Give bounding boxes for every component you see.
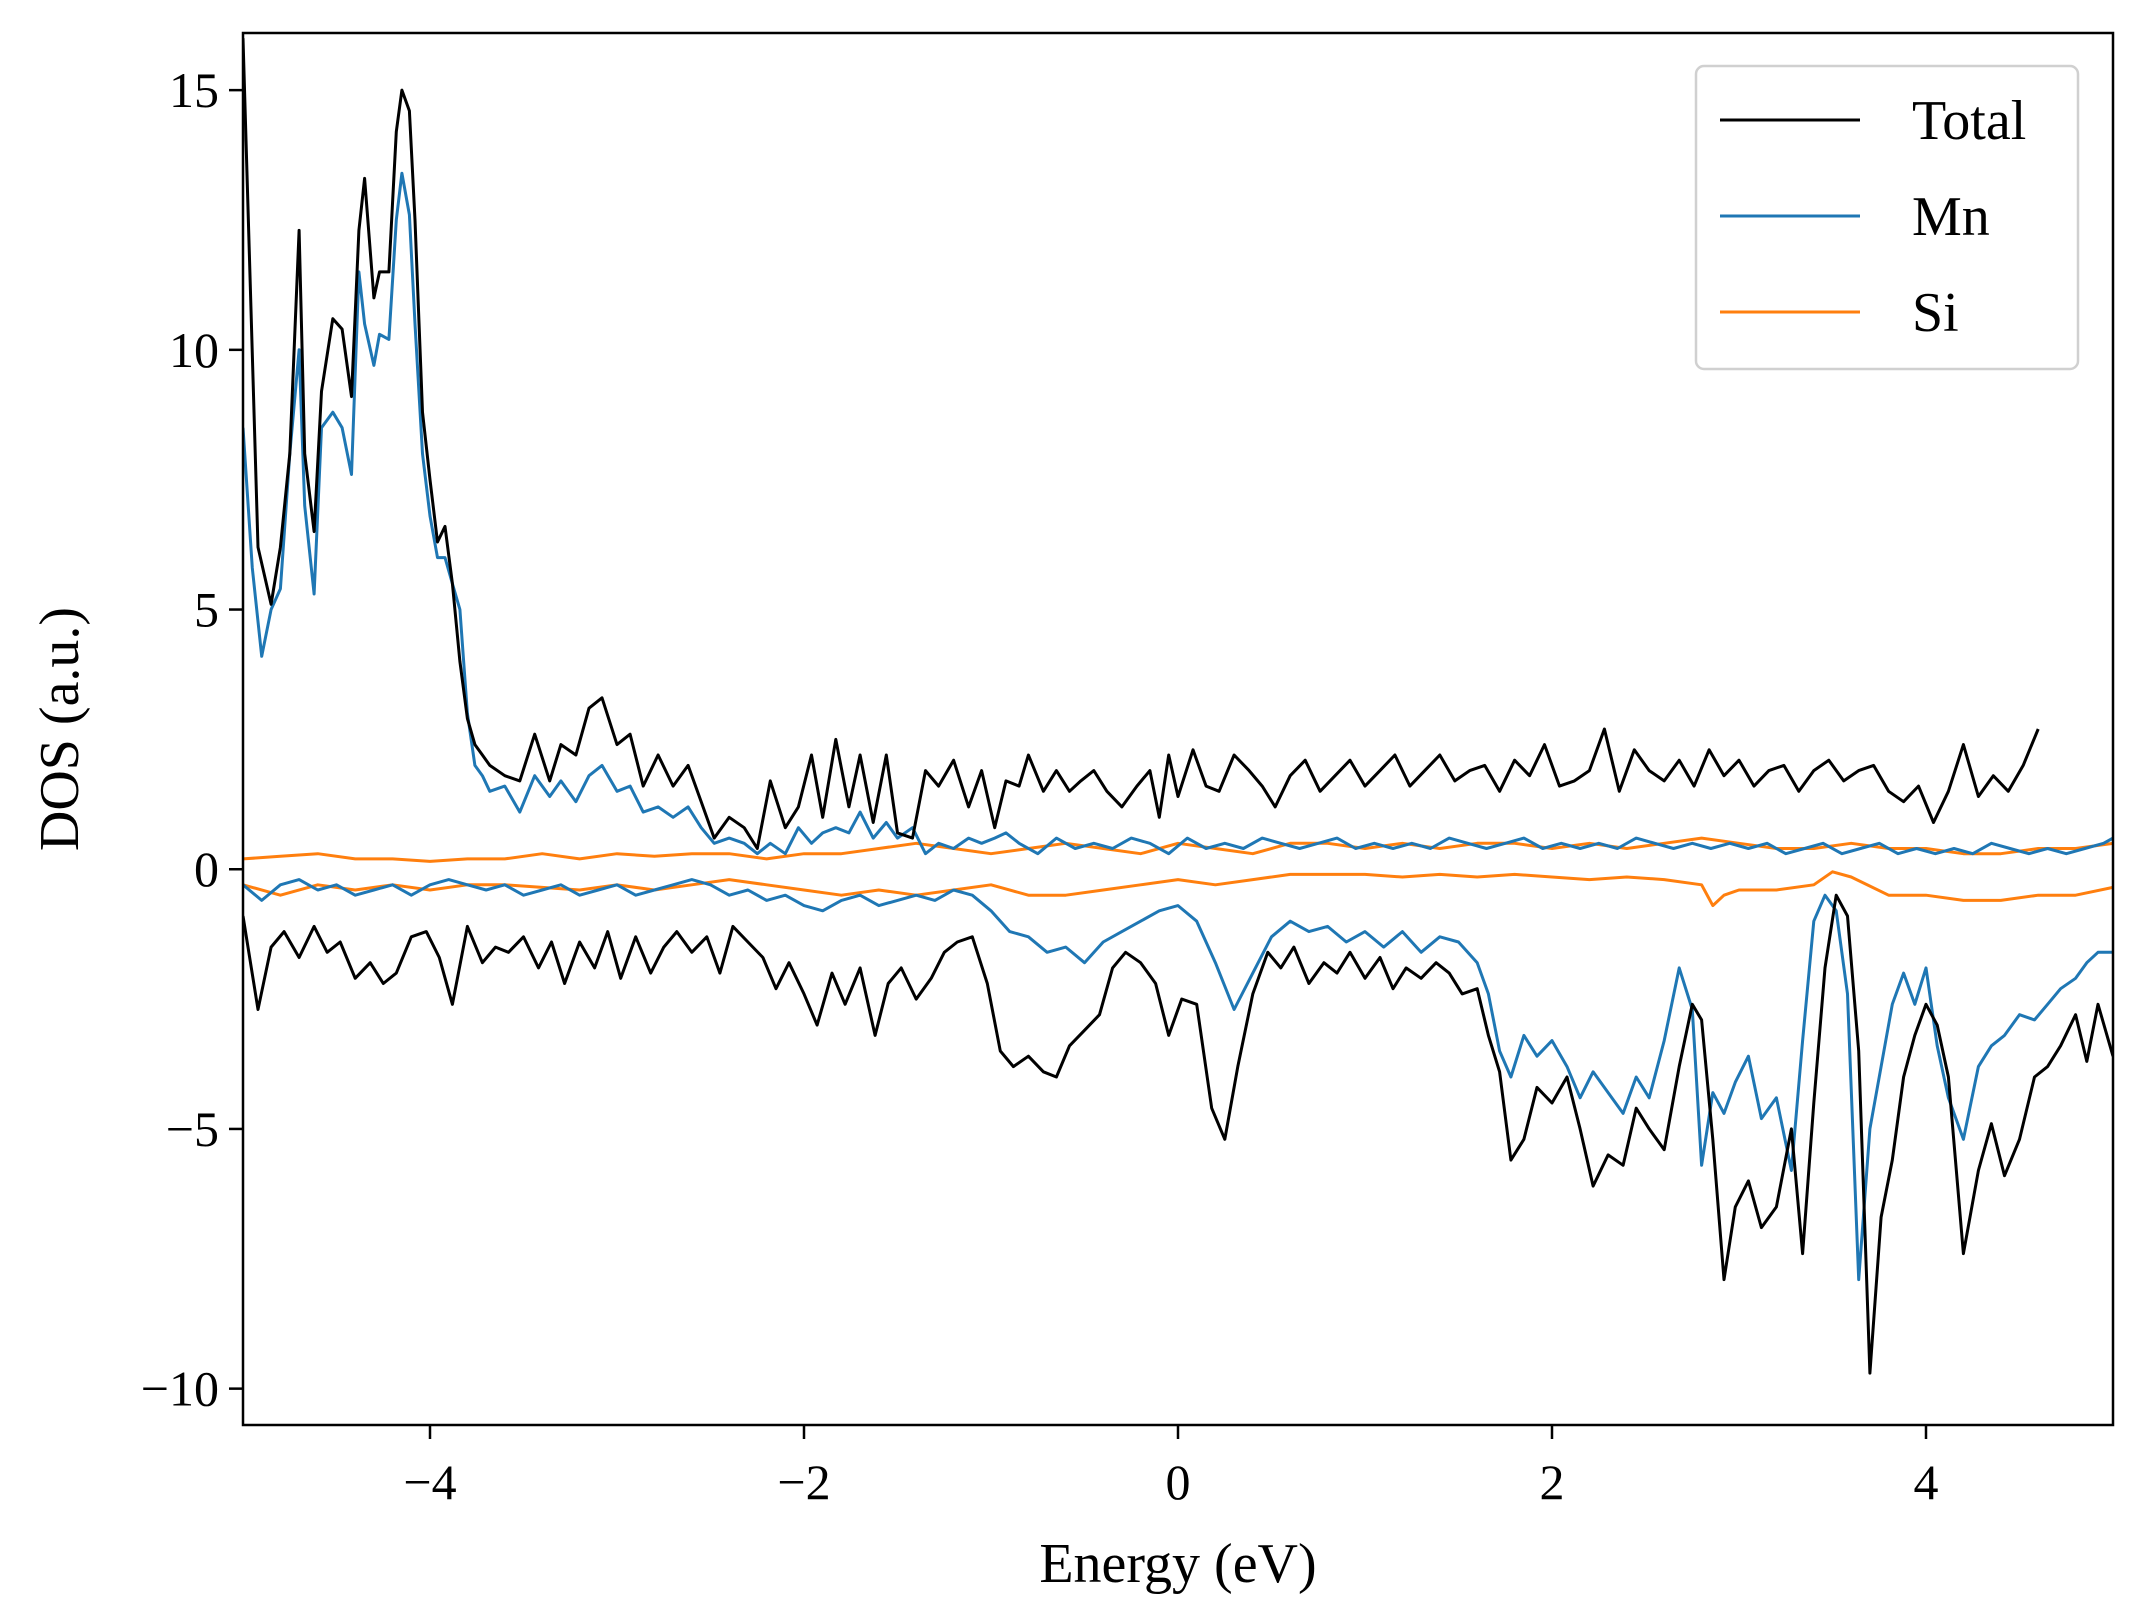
legend-label-total: Total [1912,90,2026,152]
x-tick-label: 0 [1166,1454,1191,1510]
x-tick-label: 2 [1540,1454,1565,1510]
y-tick-label: 15 [169,62,219,118]
y-tick-label: −5 [166,1101,219,1157]
series-mn-spin-down-line [243,878,2113,1282]
ticks-layer: −4 −2 0 2 4 −10 −5 0 5 10 15 [141,62,1939,1510]
series-si-spin-down-line [243,870,2113,908]
legend-box [1694,64,2080,371]
legend-label-mn: Mn [1912,186,1990,248]
y-tick-label: 0 [194,841,219,897]
series-total-spin-up-line [243,38,2040,850]
series-total-spin-down-line [243,893,2113,1375]
x-tick-label: −4 [403,1454,456,1510]
x-axis-title: Energy (eV) [1039,1533,1316,1595]
series-layer [243,38,2113,1375]
x-tick-label: 4 [1914,1454,1939,1510]
y-tick-label: −10 [141,1361,219,1417]
y-axis-title: DOS (a.u.) [29,607,91,851]
series-mn-spin-up-line [243,171,2113,856]
y-tick-label: 10 [169,322,219,378]
legend: Total Mn Si [1694,64,2080,371]
y-tick-label: 5 [194,582,219,638]
x-tick-label: −2 [777,1454,830,1510]
legend-label-si: Si [1912,282,1959,344]
